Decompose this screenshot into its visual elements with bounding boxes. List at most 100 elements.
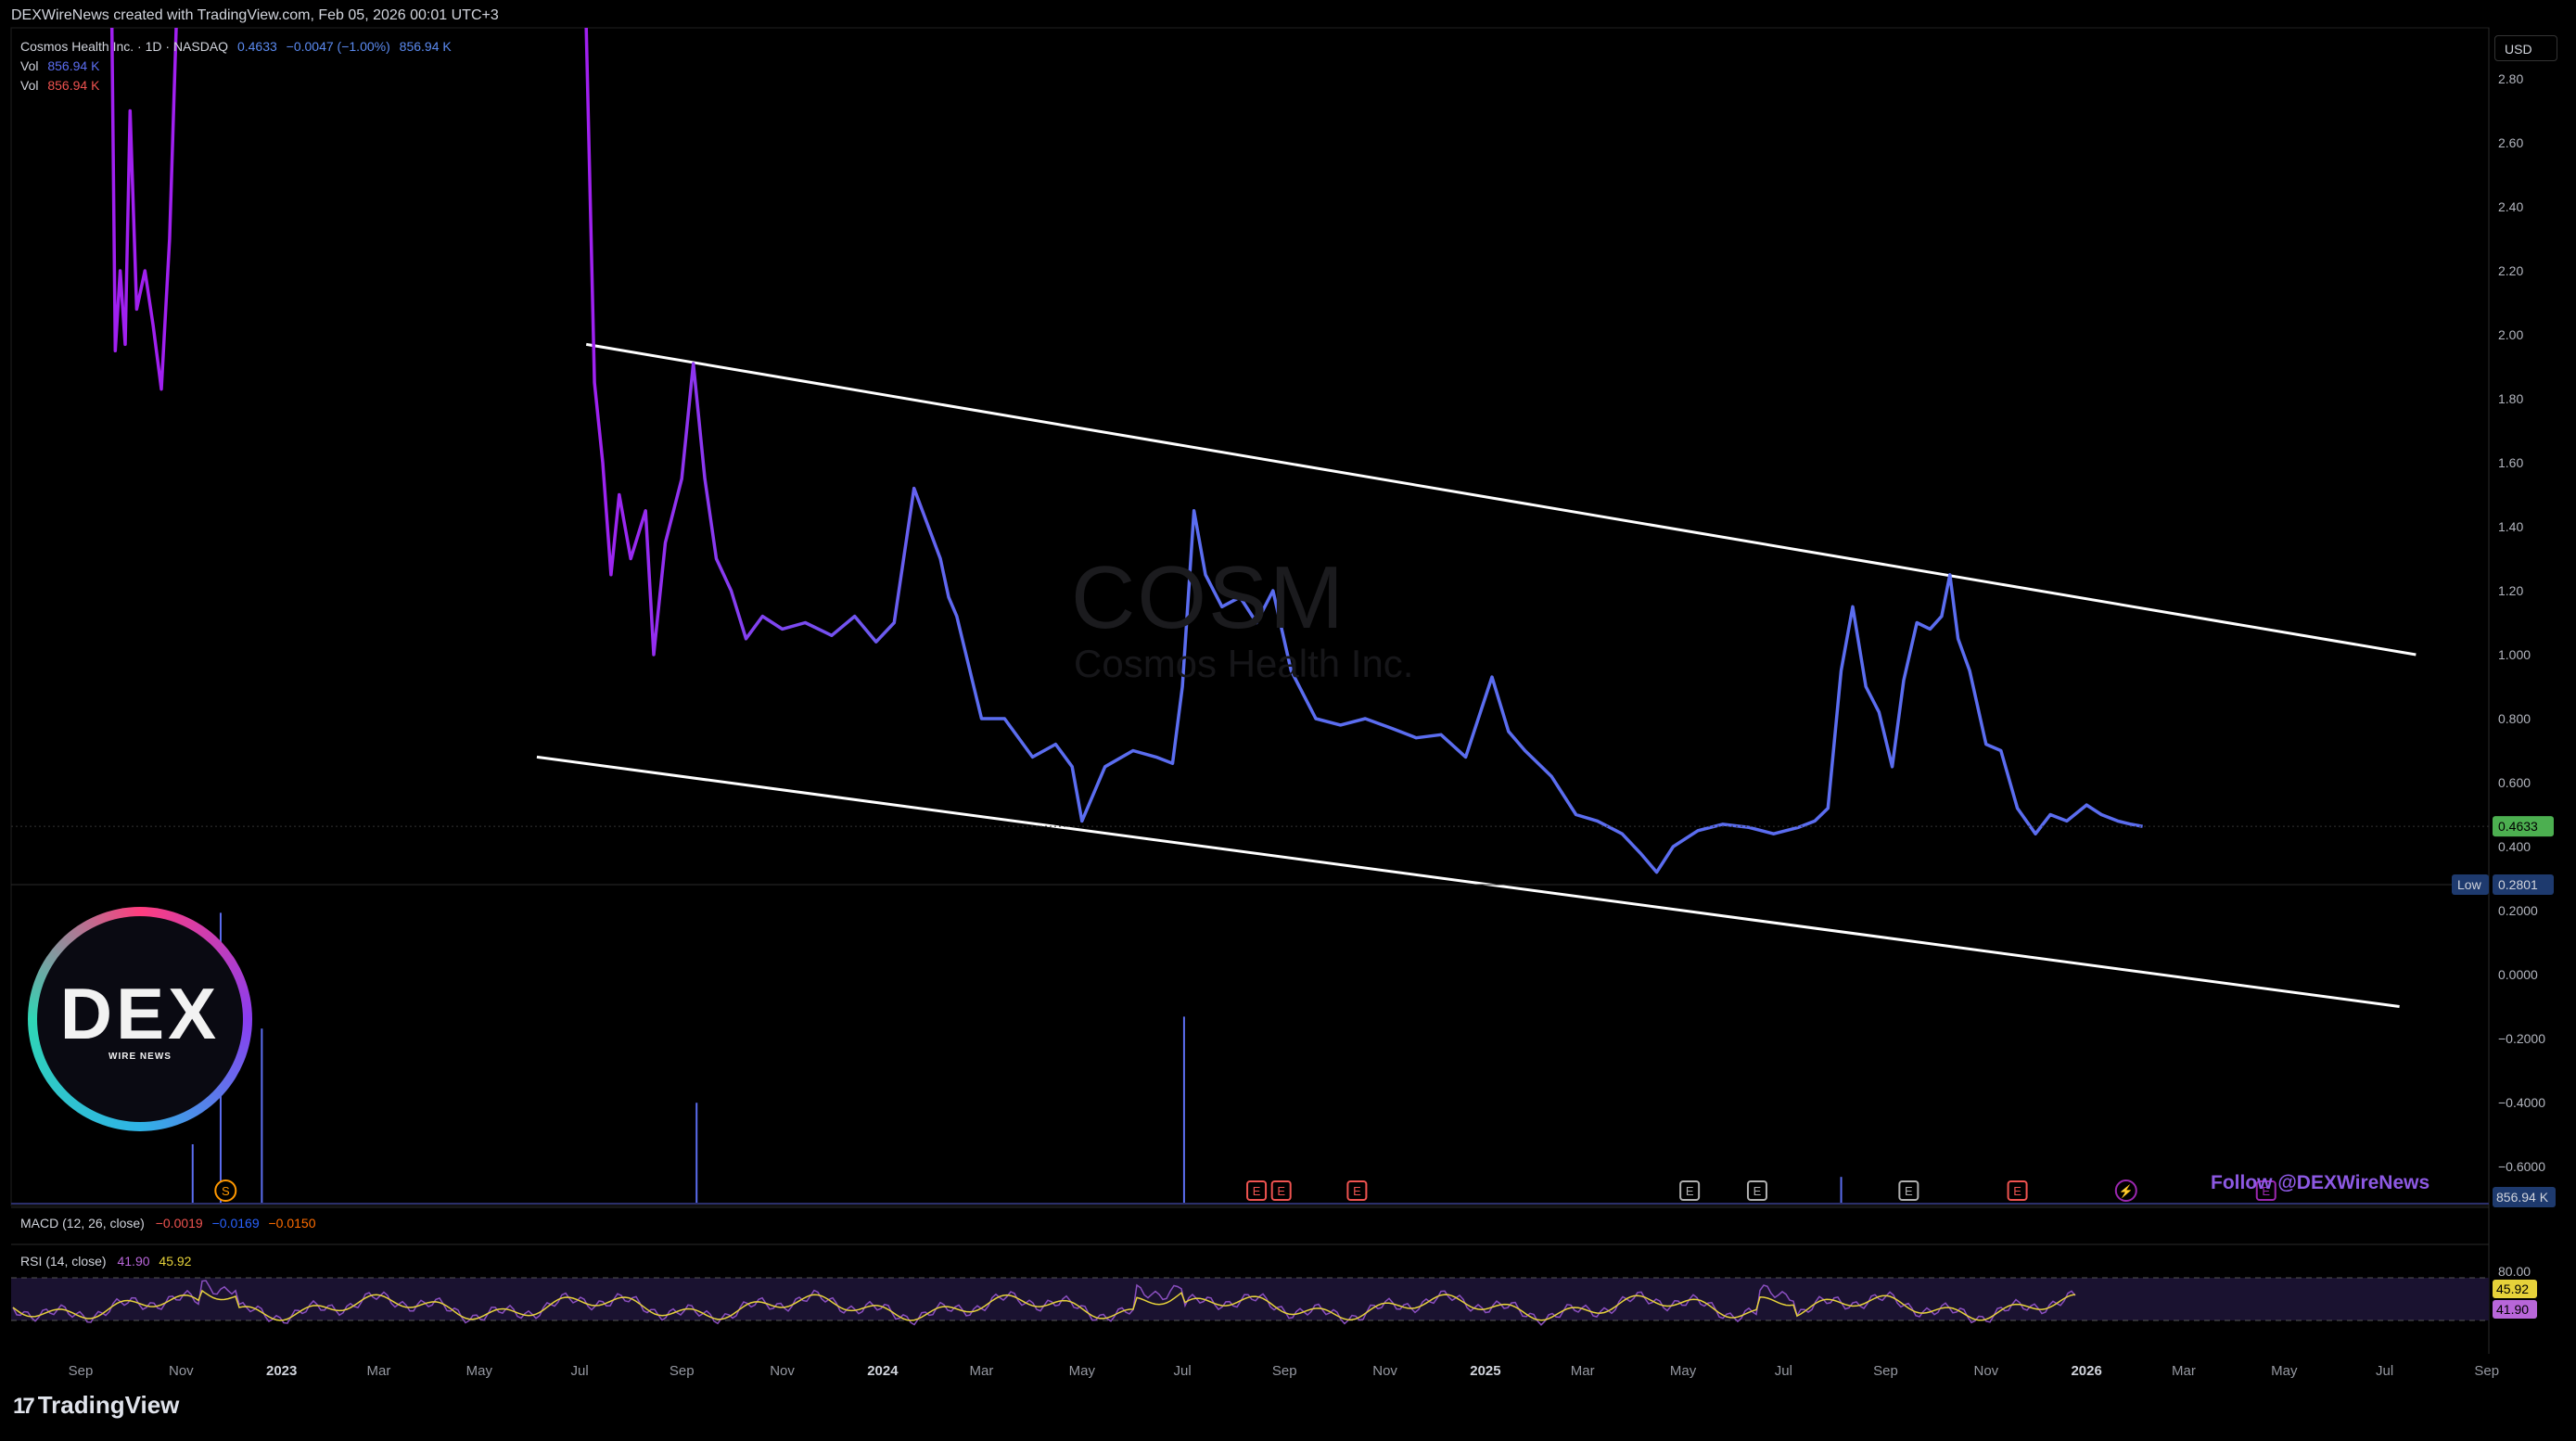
dex-logo-subtext: WIRE NEWS — [108, 1051, 172, 1062]
low-value-badge — [2493, 874, 2554, 895]
x-tick-label: Jul — [571, 1363, 589, 1379]
event-marker-label: E — [1905, 1184, 1913, 1198]
event-marker — [2114, 1180, 2137, 1202]
rsi-label: RSI (14, close) — [20, 1254, 107, 1269]
event-marker-label: E — [1753, 1184, 1762, 1198]
change-value: −0.0047 (−1.00%) — [286, 39, 390, 54]
x-tick-label: 2024 — [867, 1363, 899, 1379]
event-marker — [1898, 1180, 1919, 1201]
y-tick-label: 1.80 — [2498, 391, 2523, 406]
y-tick-label: −0.4000 — [2498, 1095, 2545, 1110]
event-marker — [2255, 1180, 2276, 1201]
rsi-tick-label: 80.00 — [2498, 1264, 2531, 1279]
channel-line-upper — [585, 342, 2417, 657]
x-tick-label: May — [1670, 1363, 1697, 1379]
event-marker-label: E — [1277, 1184, 1285, 1198]
event-marker-label: S — [222, 1184, 230, 1198]
y-tick-label: −0.6000 — [2498, 1159, 2545, 1174]
low-value-text: 0.2801 — [2498, 877, 2538, 892]
event-marker-label: E — [1353, 1184, 1361, 1198]
event-marker-label: E — [1253, 1184, 1261, 1198]
x-tick-label: Nov — [770, 1363, 795, 1379]
credit-line: DEXWireNews created with TradingView.com… — [11, 7, 499, 23]
vol-inline-value: 856.94 K — [399, 39, 452, 54]
event-marker — [1679, 1180, 1701, 1201]
x-tick-label: Nov — [1372, 1363, 1397, 1379]
tradingview-logo[interactable]: 17 TradingView — [13, 1391, 179, 1420]
dex-logo: DEX WIRE NEWS — [28, 907, 252, 1131]
x-tick-label: Sep — [1272, 1363, 1297, 1379]
event-marker — [1746, 1180, 1767, 1201]
macd-v2: −0.0169 — [211, 1216, 260, 1231]
x-tick-label: 2025 — [1470, 1363, 1500, 1379]
x-tick-label: Jul — [2376, 1363, 2393, 1379]
x-tick-label: May — [466, 1363, 493, 1379]
y-tick-label: 1.40 — [2498, 519, 2523, 534]
x-tick-label: May — [2271, 1363, 2298, 1379]
y-tick-label: 1.60 — [2498, 455, 2523, 470]
rsi-band — [11, 1278, 2489, 1320]
price-value: 0.4633 — [236, 39, 277, 54]
low-label-text: Low — [2457, 877, 2482, 892]
x-tick-label: Sep — [670, 1363, 695, 1379]
event-marker-label: E — [1686, 1184, 1694, 1198]
event-marker — [1346, 1180, 1368, 1201]
y-tick-label: 2.80 — [2498, 71, 2523, 86]
tradingview-mark-icon: 17 — [13, 1394, 35, 1419]
current-price-text: 0.4633 — [2498, 819, 2538, 834]
tradingview-wordmark: TradingView — [37, 1391, 180, 1419]
event-marker — [1270, 1180, 1292, 1201]
event-marker — [1246, 1180, 1268, 1201]
x-tick-label: Jul — [1174, 1363, 1192, 1379]
company-watermark: Cosmos Health Inc. — [1074, 642, 1414, 685]
currency-selector[interactable]: USD — [2494, 35, 2557, 61]
vol1-label: Vol — [20, 58, 39, 73]
macd-legend[interactable]: MACD (12, 26, close) −0.0019 −0.0169 −0.… — [20, 1216, 316, 1231]
x-tick-label: Mar — [970, 1363, 994, 1379]
rsi-badge-text: 41.90 — [2496, 1302, 2529, 1317]
y-tick-label: −0.2000 — [2498, 1031, 2545, 1046]
volume-badge — [2493, 1187, 2556, 1207]
price-line-early — [109, 27, 178, 391]
y-tick-label: 0.2000 — [2498, 903, 2538, 918]
symbol-legend[interactable]: Cosmos Health Inc. · 1D · NASDAQ 0.4633 … — [20, 39, 457, 54]
vol1-value: 856.94 K — [47, 58, 100, 73]
rsi-v2: 45.92 — [159, 1254, 192, 1269]
rsi-badge-text: 45.92 — [2496, 1282, 2529, 1296]
x-tick-label: Sep — [2474, 1363, 2499, 1379]
event-marker-label: ⚡ — [2119, 1184, 2134, 1199]
y-tick-label: 2.20 — [2498, 263, 2523, 278]
macd-v3: −0.0150 — [268, 1216, 316, 1231]
symbol-title: Cosmos Health Inc. · 1D · NASDAQ — [20, 39, 229, 54]
rsi-badge — [2493, 1280, 2537, 1298]
x-tick-label: 2026 — [2071, 1363, 2101, 1379]
x-tick-label: Jul — [1775, 1363, 1792, 1379]
x-tick-label: Sep — [1873, 1363, 1898, 1379]
follow-caption: Follow @DEXWireNews — [2211, 1172, 2430, 1193]
dex-logo-text: DEX — [59, 972, 221, 1054]
x-tick-label: 2023 — [266, 1363, 297, 1379]
low-label-badge — [2452, 874, 2489, 895]
current-price-badge — [2493, 816, 2554, 837]
rsi-legend[interactable]: RSI (14, close) 41.90 45.92 — [20, 1254, 191, 1269]
macd-v1: −0.0019 — [155, 1216, 203, 1231]
vol2-value: 856.94 K — [47, 78, 100, 93]
y-tick-label: 0.400 — [2498, 839, 2531, 854]
y-tick-label: 0.800 — [2498, 711, 2531, 726]
event-marker-label: E — [2013, 1184, 2021, 1198]
x-tick-label: May — [1069, 1363, 1096, 1379]
x-tick-label: Nov — [169, 1363, 194, 1379]
y-tick-label: 2.00 — [2498, 327, 2523, 342]
vol-legend-2[interactable]: Vol 856.94 K — [20, 78, 105, 93]
ticker-watermark: COSM — [1071, 548, 1345, 647]
y-tick-label: 2.40 — [2498, 199, 2523, 214]
rsi-v1: 41.90 — [117, 1254, 150, 1269]
channel-line-lower — [536, 755, 2400, 1008]
x-tick-label: Nov — [1973, 1363, 1998, 1379]
y-tick-label: 0.600 — [2498, 775, 2531, 790]
vol-legend-1[interactable]: Vol 856.94 K — [20, 58, 105, 73]
y-tick-label: 1.20 — [2498, 583, 2523, 598]
rsi-badge — [2493, 1300, 2537, 1319]
